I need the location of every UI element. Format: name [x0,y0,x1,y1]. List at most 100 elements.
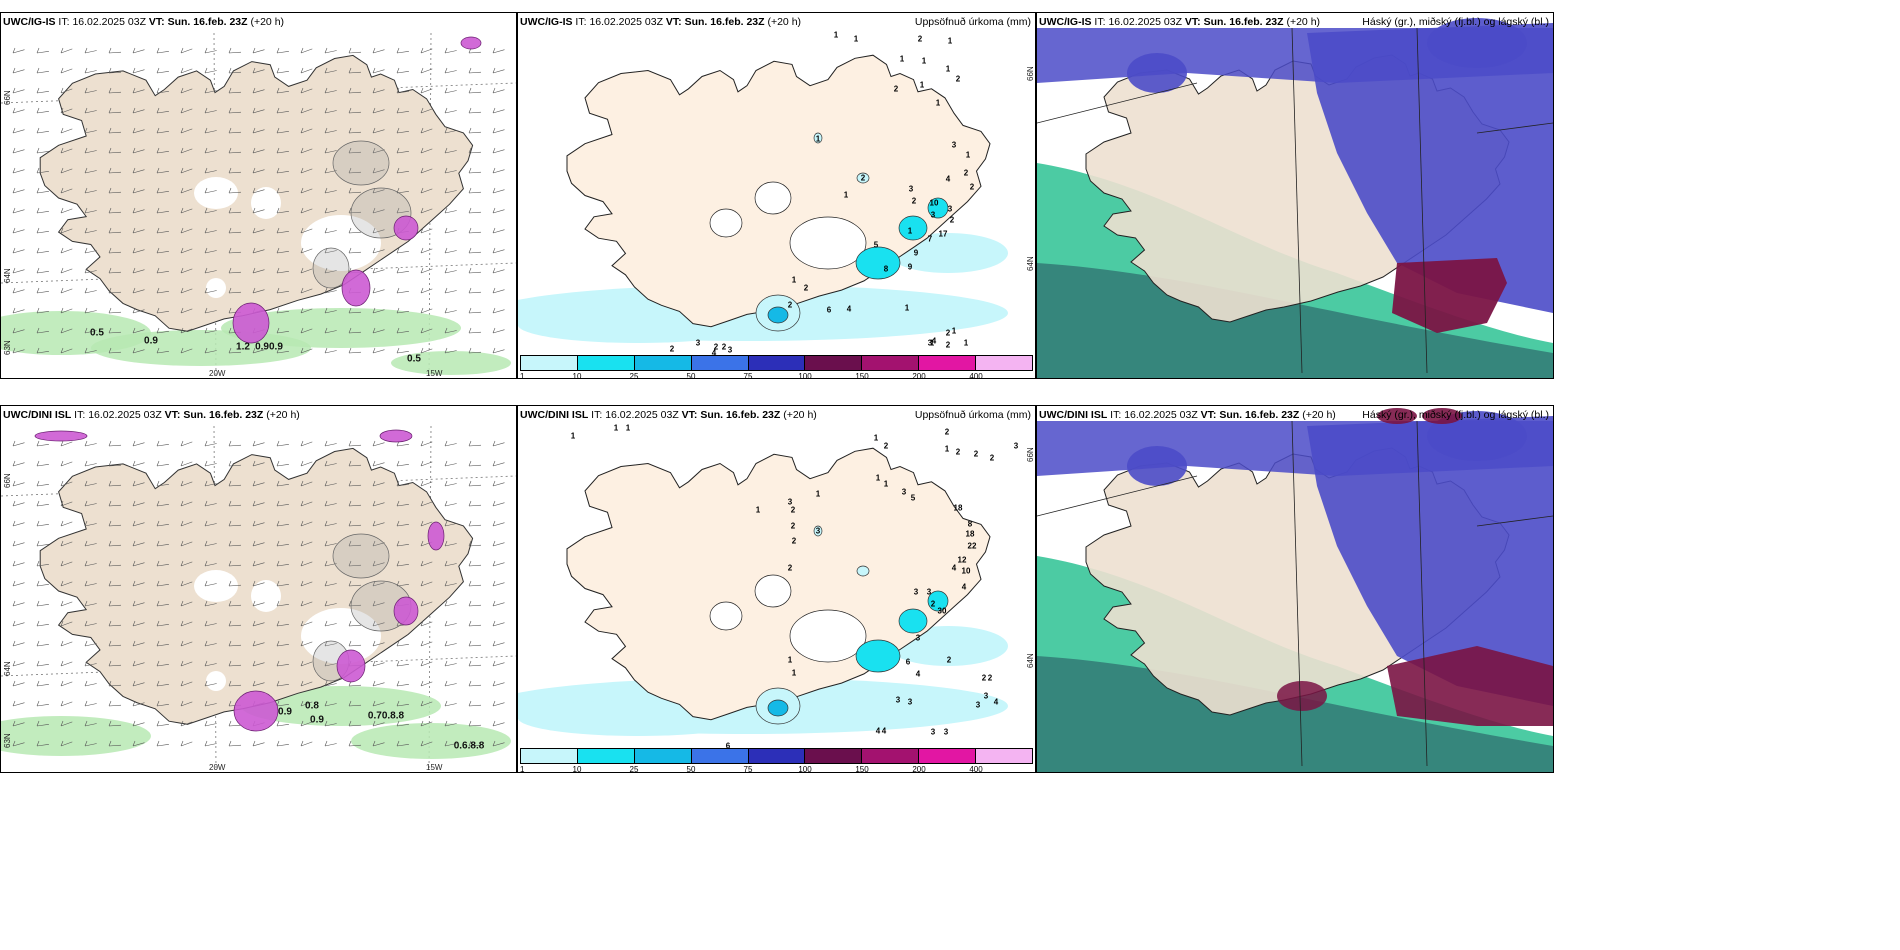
wind-barb [180,48,193,54]
wind-barb [420,501,433,507]
wind-barb [36,307,40,314]
wind-barb [372,349,385,354]
wind-barb [276,540,280,547]
wind-barb [492,700,496,707]
wind-barb [420,581,433,587]
wind-barb [228,520,232,527]
wind-barb [204,703,217,707]
wind-barb [204,250,217,254]
wind-barb [156,564,169,567]
wind-barb [300,580,304,587]
wind-barb [132,660,136,667]
wind-barb [36,544,49,547]
wind-barb [156,191,169,194]
wind-barb [420,327,424,334]
wind-barb [12,462,25,467]
wind-barb [420,67,424,74]
wind-barb [276,460,280,467]
wind-barb [228,147,232,154]
precip-value: 1 [919,80,925,90]
glacier [301,215,381,271]
wind-barb [228,624,242,627]
wind-barb [252,167,256,174]
wind-barb [324,520,328,527]
wind-barb [348,504,362,507]
wind-barb [156,484,169,487]
wind-barb [252,109,265,114]
wind-barb [252,347,256,354]
lat-label-63n: 63N [3,733,12,748]
wind-barb [180,481,193,487]
wind-barb [36,600,40,607]
wind-barb [204,680,208,687]
wind-barb [60,347,64,354]
map-panel-precip-igis: UWC/IG-IS IT: 16.02.2025 03Z VT: Sun. 16… [517,12,1036,379]
wind-barb [300,721,313,727]
wind-barb [132,722,145,727]
wind-barb [204,460,208,467]
colorbar-segment [805,356,863,370]
lat-label-64n: 64N [1026,653,1035,668]
wind-barb [132,440,136,447]
wind-barb [276,51,289,54]
precip-value: 3 [975,700,981,710]
wind-barb [108,680,112,687]
lead-time: (+20 h) [266,409,300,421]
precip-value: 1 [787,655,793,665]
wind-barb [204,327,208,334]
precip-value: 6 [826,305,832,315]
snow-hatch [312,247,350,289]
wind-barb [372,480,376,487]
wind-barb [300,287,304,294]
wind-barb [468,480,472,487]
wind-barb [108,207,112,214]
colorbar-label: 150 [855,372,869,379]
wind-barb [276,560,280,567]
wind-barb [84,720,88,727]
wind-barb [252,107,256,114]
wind-barb [276,524,289,527]
wind-barb [180,248,193,254]
wind-barb [84,187,88,194]
wind-barb [108,500,112,507]
wind-barb [492,600,496,607]
wind-barb [60,127,64,134]
precip-area [927,590,949,612]
wind-barb [228,187,232,194]
wind-barb [324,443,337,447]
wind-barb [420,521,433,527]
wind-barb [204,110,217,114]
precip-value: 1 [945,64,951,74]
wind-barb [396,460,400,467]
wind-barb [468,680,472,687]
wind-barb [108,544,122,547]
wind-barb [156,187,160,194]
wind-barb [300,227,304,234]
wind-barb [276,564,289,567]
wind-barb [444,720,448,727]
precip-value: 3 [1013,441,1019,451]
wind-barb [300,328,313,334]
wind-barb [84,167,88,174]
wind-barb [420,87,424,94]
wind-barb [180,441,193,447]
wind-barb [84,483,97,487]
wind-barb [60,660,64,667]
wind-barb [84,67,88,74]
wind-barb [300,641,313,647]
wind-barb [492,742,505,747]
wind-barb [420,660,424,667]
wind-barb [444,440,448,447]
wind-barb [156,440,160,447]
wind-barb [36,131,49,134]
wind-barb [204,500,208,507]
wind-barb [36,207,40,214]
wind-barb [324,187,328,194]
wind-barb [372,640,376,647]
wind-barb [420,287,424,294]
wind-barb [300,501,313,507]
wind-barb [252,562,265,567]
it-label: IT: [1094,16,1106,28]
grid-line [1476,515,1553,527]
wind-barb [276,347,280,354]
